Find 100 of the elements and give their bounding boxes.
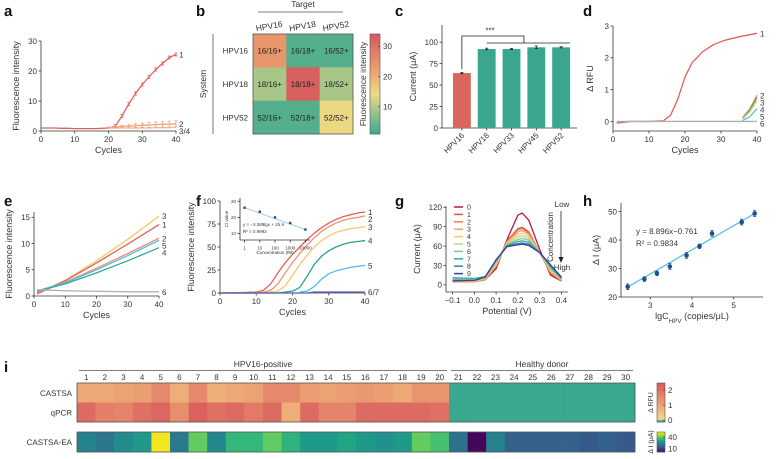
x-tick-label: 10	[70, 135, 80, 144]
x-axis-title: Potential (V)	[482, 306, 532, 316]
x-tick-label: 0.2	[512, 296, 524, 305]
y-axis-title: Fluorescence intensity	[11, 40, 21, 131]
x-tick-label: 1	[84, 373, 90, 382]
x-tick-label: 10	[252, 297, 262, 306]
series-label: 6/7	[368, 288, 380, 298]
y-tick-label: 100	[202, 196, 217, 206]
chart-title: i	[4, 359, 8, 376]
x-tick-label: 0	[38, 135, 44, 144]
y-tick-label: 90	[433, 222, 443, 232]
chart-title: h	[583, 193, 592, 210]
chart-title: f	[196, 193, 202, 210]
x-tick-label: 4	[140, 373, 145, 382]
y-tick-label: 60	[433, 242, 443, 251]
y-axis-title: Fluorescence intensity	[4, 208, 14, 299]
y-tick-label: HPV16	[222, 46, 249, 56]
series-label: 2	[760, 91, 765, 100]
annotation: R² = 0.9834	[636, 239, 679, 248]
x-axis-title: Cycles	[278, 307, 306, 317]
x-tick-label: 0.0	[468, 296, 480, 305]
y-tick-label: 30	[608, 264, 618, 274]
x-tick-label: 10	[644, 135, 654, 144]
x-tick-label: 7	[196, 373, 201, 382]
data-label: 18/16+	[257, 80, 282, 89]
x-tick-label: 30	[123, 300, 133, 309]
y-axis-title: Fluorescence intensity	[186, 202, 196, 292]
color-bar-label: 30	[383, 42, 392, 52]
series-label: 2	[179, 120, 184, 129]
x-tick-label: 30	[324, 297, 334, 306]
color-bar-label: 2	[668, 386, 673, 396]
x-axis-title: lgC$_{HPV}$ (copies/μL)	[655, 311, 729, 324]
y-tick-label: 100	[424, 38, 439, 47]
y-tick-label: 75	[207, 220, 217, 229]
x-tick-label: 0.4	[556, 296, 568, 305]
x-tick-label: 21	[454, 373, 464, 382]
series-label: 2	[162, 234, 167, 244]
x-tick-label: 10	[249, 373, 259, 382]
data-label: 18/18+	[290, 80, 316, 89]
color-bar-label: 1	[668, 401, 673, 410]
x-tick-label: 5	[158, 373, 164, 382]
x-tick-label: 6	[177, 373, 182, 382]
x-tick-label: 20	[288, 297, 298, 306]
annotation: Concentration	[546, 212, 555, 262]
series-label: 1	[368, 208, 373, 218]
series-label: 6	[162, 288, 167, 297]
x-tick-label: 20	[92, 300, 102, 309]
series-label: 1	[162, 220, 167, 230]
x-tick-label: 30	[621, 373, 631, 382]
x-tick-label: 4	[690, 301, 695, 310]
y-axis-title: Δ RFU	[585, 65, 595, 92]
y-axis-title: Current (μA)	[408, 52, 418, 102]
color-bar-label: 20	[383, 72, 392, 82]
x-tick-label: 2	[102, 373, 108, 382]
x-tick-label: 27	[565, 373, 575, 382]
annotation: y = 8.896x−0.761	[636, 227, 698, 236]
x-tick-label: 28	[584, 373, 594, 382]
series-label: 3	[162, 212, 167, 222]
y-tick-label: HPV18	[222, 80, 249, 89]
y-tick-label: 20	[28, 66, 38, 76]
color-bar-label: 0	[668, 416, 673, 426]
data-label: 16/52+	[324, 46, 349, 56]
x-tick-label: HPV16	[255, 18, 284, 34]
x-axis-title: Target	[291, 0, 316, 9]
y-tick-label: 25	[207, 266, 217, 275]
text: HPV16-positive	[234, 359, 293, 369]
y-tick-label: 2	[604, 54, 610, 63]
x-tick-label: 12	[286, 373, 296, 382]
color-bar-label: 10	[383, 102, 392, 112]
y-tick-label: 0	[212, 288, 217, 298]
y-tick-label: 1	[604, 85, 610, 94]
y-tick-label: CASTSA	[40, 388, 73, 398]
annotation: ***	[485, 26, 495, 35]
x-tick-label: 3	[121, 373, 126, 382]
x-tick-label: 9	[232, 373, 238, 382]
y-tick-label: 10	[28, 96, 38, 106]
x-tick-label: 8	[214, 373, 220, 382]
data-label: 16/16+	[257, 46, 282, 56]
series-label: 3	[760, 98, 765, 108]
x-tick-label: 30	[716, 135, 726, 144]
series-label: 6	[760, 119, 765, 128]
color-bar-label: 10	[668, 444, 678, 454]
color-bar-title: Fluorescence intensity	[358, 40, 368, 126]
data-label: 52/52+	[324, 113, 349, 122]
chart-title: a	[4, 3, 13, 20]
y-tick-label: 50	[429, 80, 439, 90]
x-tick-label: 24	[510, 373, 520, 382]
y-axis-title: System	[198, 70, 208, 98]
annotation: High	[554, 263, 570, 272]
series-label: 5	[368, 261, 373, 270]
y-tick-label: 120	[428, 203, 443, 212]
series-label: 2	[368, 215, 373, 224]
series-label: 4	[760, 105, 765, 114]
x-tick-label: 40	[172, 135, 181, 144]
x-tick-label: 14	[324, 373, 334, 382]
y-tick-label: CASTSA-EA	[26, 438, 73, 447]
x-axis-title: Cycles	[671, 145, 699, 155]
x-tick-label: 29	[602, 373, 612, 382]
x-tick-label: 26	[546, 373, 556, 382]
y-tick-label: qPCR	[50, 408, 72, 418]
